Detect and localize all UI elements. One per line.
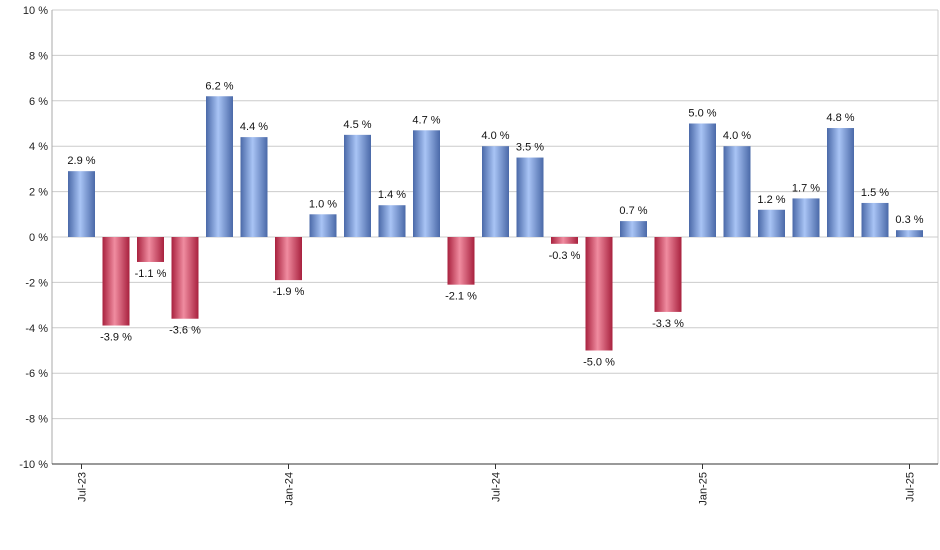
bar [447,237,475,285]
bar [585,237,613,351]
x-tick-label: Jan-24 [284,472,296,506]
bar [723,146,751,237]
data-label: -1.1 % [135,268,167,280]
data-label: -1.9 % [273,286,305,298]
y-tick-label: 10 % [23,5,48,17]
data-label: -5.0 % [583,357,615,369]
data-label: 5.0 % [688,108,716,120]
y-tick-label: 4 % [29,141,48,153]
data-label: 0.3 % [895,214,923,226]
bar [344,134,371,237]
y-tick-label: 0 % [29,232,48,244]
bar [620,221,647,237]
bar [171,237,199,319]
data-label: 3.5 % [516,142,544,154]
x-tick-label: Jul-23 [77,472,89,502]
y-tick-label: -2 % [25,277,48,289]
y-tick-label: -4 % [25,323,48,335]
bar [896,230,923,237]
y-tick-label: -10 % [19,459,48,471]
bar [792,198,820,237]
data-label: 1.2 % [757,194,785,206]
y-tick-label: 2 % [29,187,48,199]
bar [861,202,889,237]
data-label: -3.9 % [100,332,132,344]
data-label: 4.5 % [343,119,371,131]
data-label: -0.3 % [549,250,581,262]
data-label: 1.5 % [861,187,889,199]
y-tick-label: 8 % [29,50,48,62]
bar [654,237,682,312]
x-tick-label: Jul-25 [905,472,917,502]
bar [309,214,337,237]
bar [275,237,302,281]
bar [758,209,785,237]
data-label: 0.7 % [619,205,647,217]
data-label: -2.1 % [445,291,477,303]
bar [206,96,233,237]
data-label: 6.2 % [205,80,233,92]
data-label: 2.9 % [67,155,95,167]
bar [413,130,440,237]
data-label: 4.8 % [826,112,854,124]
bar [482,146,509,237]
data-label: 4.4 % [240,121,268,133]
x-tick-label: Jan-25 [698,472,710,506]
data-label: 4.7 % [412,114,440,126]
y-tick-label: -8 % [25,414,48,426]
bar [827,128,854,237]
data-label: 1.4 % [378,189,406,201]
bar [689,123,716,237]
bar [102,237,130,326]
data-label: -3.6 % [169,325,201,337]
data-label: 1.7 % [792,182,820,194]
bars-layer [68,96,923,351]
bar [551,237,578,244]
bar [240,137,268,237]
bar [68,171,95,237]
labels-layer: 2.9 % -3.9 % -1.1 % -3.6 % 6.2 % 4.4 % -1.9 % 1… [67,80,923,368]
y-tick-label: 6 % [29,96,48,108]
bar [516,157,544,237]
data-label: 4.0 % [723,130,751,142]
data-label: 1.0 % [309,198,337,210]
bar [137,237,164,262]
x-tick-label: Jul-24 [491,472,503,502]
bar [378,205,406,237]
y-tick-label: -6 % [25,368,48,380]
data-label: -3.3 % [652,318,684,330]
axis-layer: 10 % 8 % 6 % 4 % 2 % 0 % -2 % -4 % -6 % -8 % -10 %… [19,5,939,506]
data-label: 4.0 % [481,130,509,142]
